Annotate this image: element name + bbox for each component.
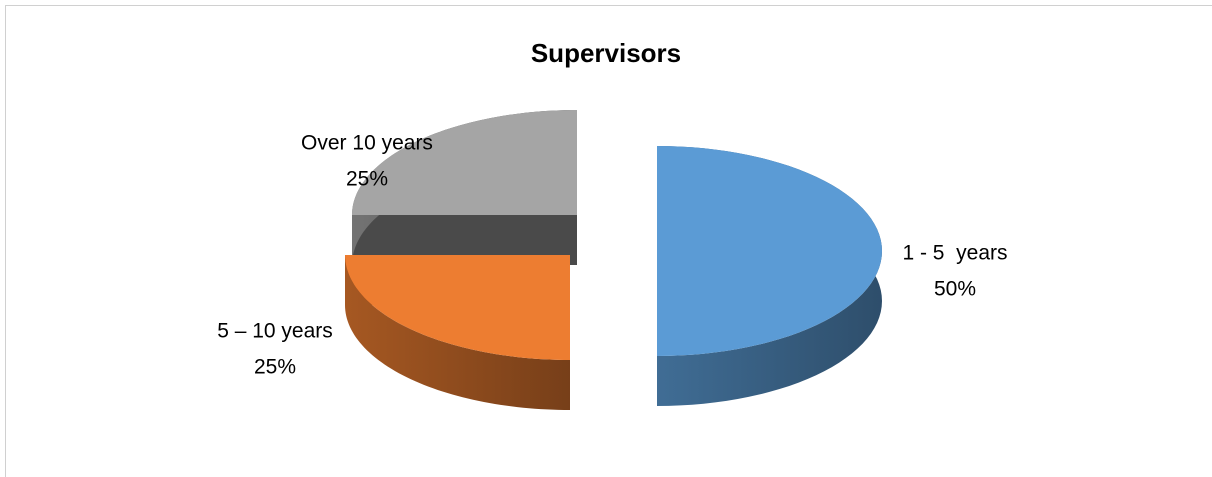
slice-outer-wall bbox=[345, 255, 570, 410]
data-label-value: 50% bbox=[934, 278, 976, 301]
pie-slice bbox=[352, 110, 577, 265]
pie-slice-top bbox=[352, 110, 577, 215]
pie-slice bbox=[345, 255, 570, 410]
pie-slice-top bbox=[657, 146, 882, 356]
data-label-category: Over 10 years bbox=[301, 132, 433, 155]
slice-side-wall bbox=[352, 215, 577, 265]
data-label-value: 25% bbox=[254, 356, 296, 379]
data-label-value: 25% bbox=[346, 168, 388, 191]
data-label-category: 5 – 10 years bbox=[217, 320, 333, 343]
data-label-category: 1 - 5 years bbox=[902, 242, 1007, 265]
pie-slice bbox=[657, 146, 882, 406]
chart-frame bbox=[5, 5, 1212, 477]
pie-slice-top bbox=[345, 255, 570, 360]
chart-title: Supervisors bbox=[531, 38, 681, 68]
